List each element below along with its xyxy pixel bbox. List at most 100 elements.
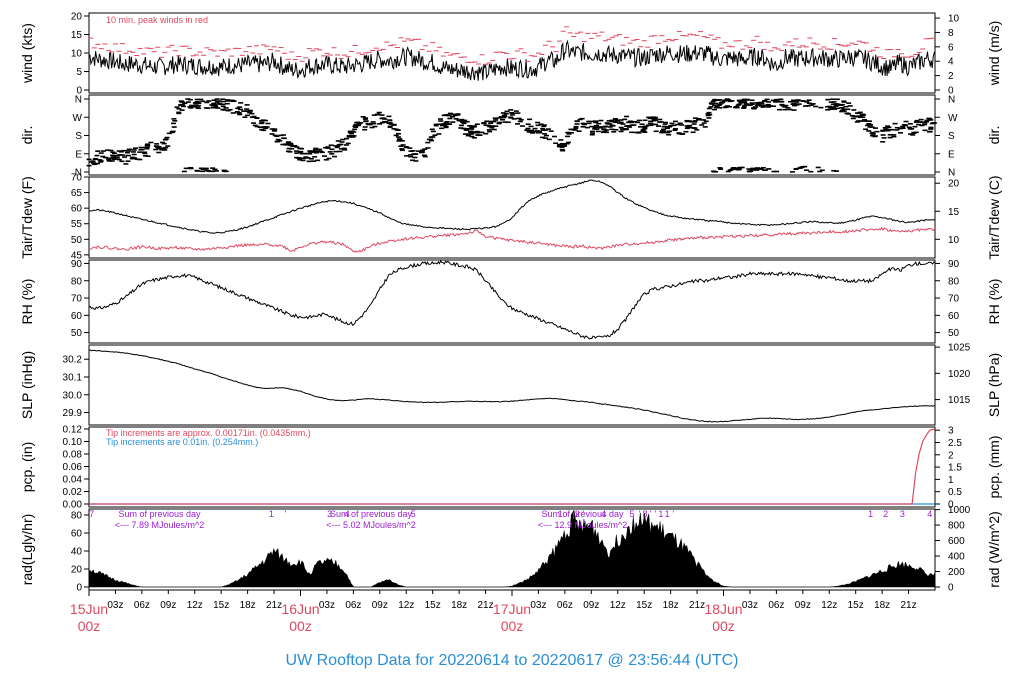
y-tick-label-left: 0.06 xyxy=(63,462,83,473)
y-tick-label-right: 70 xyxy=(948,294,960,305)
x-tick-label: 12z xyxy=(821,600,837,611)
y-tick-label-left: 55 xyxy=(71,219,83,230)
y-tick-label-right: 10 xyxy=(948,14,960,25)
y-axis-label-left: rad(Lgly/hr) xyxy=(19,514,35,586)
y-tick-label-left: 30.2 xyxy=(63,355,83,366)
y-tick-label-left: 29.9 xyxy=(63,408,83,419)
y-tick-label-left: 0.00 xyxy=(63,500,83,511)
y-tick-label-left: 90 xyxy=(71,259,83,270)
x-tick-label: 15z xyxy=(636,600,652,611)
hour-marker: 8 xyxy=(643,509,648,519)
y-tick-label-left: 60 xyxy=(71,204,83,215)
y-tick-label-left: 30.1 xyxy=(63,373,83,384)
x-day-time-label: 00z xyxy=(501,618,524,634)
hour-marker: 5 xyxy=(411,509,416,519)
panel-frame xyxy=(88,176,936,259)
panel-frame xyxy=(88,259,936,344)
y-tick-label-right: 8 xyxy=(948,28,954,39)
y-tick-label-left: W xyxy=(73,113,83,124)
daily-total-label: Sum of previous day xyxy=(118,509,201,519)
x-tick-label: 15z xyxy=(425,600,441,611)
hour-marker: 1 xyxy=(868,509,873,519)
y-axis-label-right: pcp. (mm) xyxy=(986,436,1002,499)
y-axis-label-right: rad (W/m^2) xyxy=(986,511,1002,588)
y-tick-label-right: 15 xyxy=(948,207,960,218)
y-tick-label-left: 10 xyxy=(71,49,83,60)
y-tick-label-left: 70 xyxy=(71,294,83,305)
tair-line xyxy=(88,179,936,234)
precip-tip-line-red xyxy=(89,428,936,505)
daily-total-value: <--- 7.89 MJoules/m^2 xyxy=(115,520,205,530)
precip-annotation-blue: Tip increments are 0.01in. (0.254mm.) xyxy=(106,437,258,447)
hour-marker: ' xyxy=(649,509,651,519)
y-tick-label-right: E xyxy=(948,149,955,160)
panel-slp: 29.9 30.0 30.1 30.2 1015 1020 1025 SLP (inHg) SL… xyxy=(19,343,1002,426)
x-tick-label: 09z xyxy=(372,600,388,611)
y-tick-label-right: 10 xyxy=(948,235,960,246)
x-day-label: 15Jun xyxy=(70,601,108,617)
y-tick-label-right: 1020 xyxy=(948,369,971,380)
y-tick-label-left: 20 xyxy=(71,565,83,576)
y-tick-label-right: 80 xyxy=(948,276,960,287)
daily-total-label: Sum of previous day xyxy=(541,509,624,519)
y-tick-label-left: 50 xyxy=(71,328,83,339)
y-tick-label-right: 400 xyxy=(948,552,965,563)
y-tick-label-left: 15 xyxy=(71,30,83,41)
panel-rh: 50 60 70 80 90 50 60 70 80 90 RH (%) RH (%) xyxy=(19,259,1002,344)
hour-marker: 2 xyxy=(883,509,888,519)
y-tick-label-left: 0.04 xyxy=(63,475,83,486)
y-tick-label-left: 20 xyxy=(71,12,83,23)
y-tick-label-left: 60 xyxy=(71,311,83,322)
hour-marker: ' xyxy=(583,509,585,519)
y-tick-label-right: 800 xyxy=(948,521,965,532)
y-axis-label-left: Tair/Tdew (F) xyxy=(19,176,35,258)
y-axis-label-right: dir. xyxy=(986,126,1002,145)
x-tick-label: 18z xyxy=(663,600,679,611)
y-tick-label-right: 1025 xyxy=(948,343,971,354)
y-tick-label-left: E xyxy=(75,149,82,160)
x-tick-label: 21z xyxy=(901,600,917,611)
y-tick-label-right: 0 xyxy=(948,583,954,594)
daily-total-value: <--- 12.9 MJoules/m^2 xyxy=(538,520,628,530)
x-day-time-label: 00z xyxy=(289,618,312,634)
panel-temperature: 45 50 55 60 65 70 10 15 20 Tair/Tdew (F) Tair/Tdew… xyxy=(19,173,1002,262)
y-tick-label-left: 0 xyxy=(76,583,82,594)
precip-annotation-red: Tip increments are approx. 0.00171in. (0… xyxy=(106,428,311,438)
y-tick-label-right: 3 xyxy=(948,426,954,437)
y-tick-label-left: 0.10 xyxy=(63,437,83,448)
y-axis-label-left: pcp. (in) xyxy=(19,442,35,493)
y-axis-label-right: SLP (hPa) xyxy=(986,353,1002,417)
x-tick-label: 03z xyxy=(742,600,758,611)
slp-line xyxy=(88,349,936,423)
y-axis-label-right: wind (m/s) xyxy=(986,21,1002,87)
y-tick-label-left: 45 xyxy=(71,250,83,261)
hour-marker: 4 xyxy=(601,509,606,519)
x-day-time-label: 00z xyxy=(78,618,101,634)
panel-wind: 0 5 10 15 20 0 2 4 6 8 10 wind (kts) wind (m/s) 10 mi… xyxy=(19,12,1002,97)
radiation-area xyxy=(88,509,936,588)
panel-frame xyxy=(88,508,936,591)
wind-annotation: 10 min. peak winds in red xyxy=(106,15,208,25)
hour-marker: 3 xyxy=(327,509,332,519)
x-tick-label: 03z xyxy=(107,600,123,611)
y-tick-label-left: 0.02 xyxy=(63,487,83,498)
y-tick-label-right: 6 xyxy=(948,42,954,53)
x-day-label: 18Jun xyxy=(704,601,742,617)
x-day-label: 16Jun xyxy=(281,601,319,617)
x-tick-label: 03z xyxy=(530,600,546,611)
hour-marker: 7 xyxy=(89,509,94,519)
y-tick-label-right: 2 xyxy=(948,71,954,82)
y-tick-label-left: 5 xyxy=(76,67,82,78)
y-axis-label-right: RH (%) xyxy=(986,279,1002,325)
y-tick-label-right: N xyxy=(948,95,955,106)
y-tick-label-left: N xyxy=(75,168,82,179)
x-tick-label: 21z xyxy=(266,600,282,611)
panel-frame xyxy=(88,344,936,426)
panel-precip: 0.00 0.020.04 0.060.08 0.100.12 0 0.511.5 22.5… xyxy=(19,425,1002,511)
y-tick-label-right: 600 xyxy=(948,536,965,547)
x-tick-label: 12z xyxy=(398,600,414,611)
y-tick-label-right: 50 xyxy=(948,328,960,339)
x-tick-label: 09z xyxy=(583,600,599,611)
